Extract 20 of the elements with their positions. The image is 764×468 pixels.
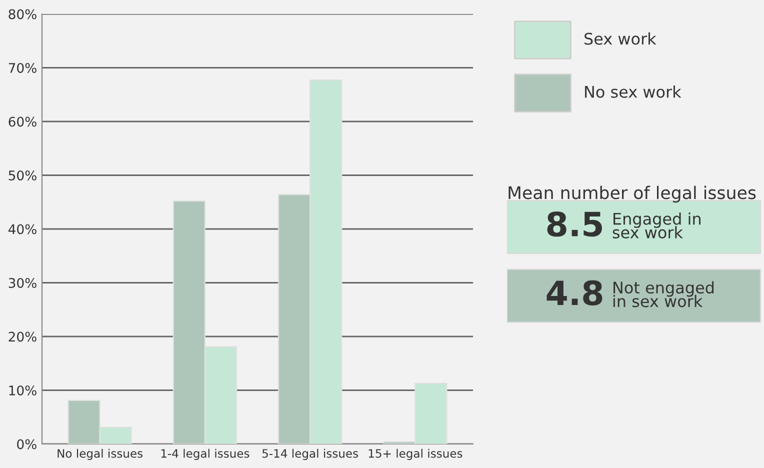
y-tick-label: 40% [8, 224, 36, 234]
x-tick-label: No legal issues [58, 448, 143, 460]
x-tick-label: 1-4 legal issues [161, 448, 250, 460]
x-tick-label: 5-14 legal issues [262, 448, 358, 460]
y-tick-label: 20% [8, 332, 36, 342]
text: 4.8 [546, 280, 602, 306]
legend-label: Sex work [584, 32, 656, 45]
text: 8.5 [547, 211, 602, 237]
y-tick-label: 50% [8, 170, 36, 180]
y-tick-label: 80% [8, 9, 36, 20]
text: Not engaged in sex work [613, 281, 714, 308]
text: Engaged in sex work [612, 212, 700, 238]
y-tick-label: 30% [8, 278, 36, 288]
text: Mean number of legal issues [508, 186, 756, 203]
y-tick-label: 70% [8, 62, 36, 73]
y-tick-label: 60% [8, 116, 36, 127]
y-tick-label: 10% [9, 385, 36, 396]
y-tick-label: 0% [17, 439, 36, 450]
legend-label: No sex work [585, 86, 682, 98]
x-tick-label: 15+ legal issues [368, 448, 462, 460]
